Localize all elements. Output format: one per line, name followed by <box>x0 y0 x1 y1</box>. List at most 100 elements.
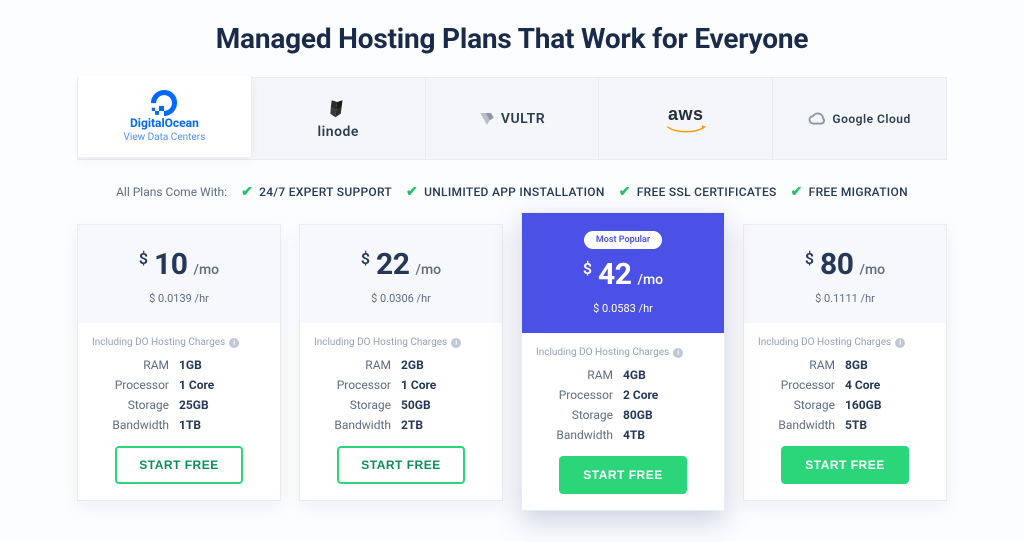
spec-list: RAM8GB Processor4 Core Storage160GB Band… <box>758 358 932 432</box>
start-free-button[interactable]: START FREE <box>115 446 242 484</box>
feature-text: 24/7 EXPERT SUPPORT <box>259 185 392 199</box>
aws-smile-icon <box>666 125 706 135</box>
googlecloud-icon: Google Cloud <box>808 108 910 130</box>
spec-key: Storage <box>536 408 623 422</box>
start-free-button[interactable]: START FREE <box>337 446 464 484</box>
tab-label: VULTR <box>501 111 545 127</box>
price-per: /mo <box>637 272 663 288</box>
tab-googlecloud[interactable]: Google Cloud <box>773 78 946 159</box>
info-icon[interactable]: i <box>673 348 683 358</box>
spec-val: 1 Core <box>179 378 266 392</box>
feature-item: ✔ FREE MIGRATION <box>791 184 908 200</box>
currency: $ <box>583 259 592 278</box>
plan-head: $ 80 /mo $ 0.1111 /hr <box>744 225 946 323</box>
tab-vultr[interactable]: VULTR <box>426 78 600 159</box>
spec-key: Processor <box>314 378 401 392</box>
check-icon: ✔ <box>791 184 803 200</box>
spec-val: 2 Core <box>623 388 710 402</box>
feature-text: UNLIMITED APP INSTALLATION <box>424 185 605 199</box>
features-row: All Plans Come With: ✔ 24/7 EXPERT SUPPOR… <box>77 184 947 200</box>
tab-label: aws <box>668 104 704 125</box>
spec-key: Bandwidth <box>536 428 623 442</box>
tab-label: Google Cloud <box>832 112 910 126</box>
info-icon[interactable]: i <box>895 338 905 348</box>
info-icon[interactable]: i <box>229 338 239 348</box>
spec-val: 4 Core <box>845 378 932 392</box>
spec-list: RAM4GB Processor2 Core Storage80GB Bandw… <box>536 368 710 442</box>
spec-val: 1GB <box>179 358 266 372</box>
provider-tabs: DigitalOcean View Data Centers linode VU… <box>77 77 947 160</box>
price-amount: 42 <box>598 257 631 292</box>
spec-key: Processor <box>536 388 623 402</box>
price-per: /mo <box>859 262 885 278</box>
linode-icon <box>329 100 347 122</box>
price-per: /mo <box>193 262 219 278</box>
features-lead: All Plans Come With: <box>116 185 227 199</box>
spec-key: Processor <box>92 378 179 392</box>
spec-key: RAM <box>314 358 401 372</box>
spec-key: RAM <box>92 358 179 372</box>
tab-label: linode <box>317 124 358 140</box>
spec-key: Bandwidth <box>92 418 179 432</box>
start-free-button[interactable]: START FREE <box>559 456 686 494</box>
feature-item: ✔ UNLIMITED APP INSTALLATION <box>406 184 605 200</box>
spec-list: RAM2GB Processor1 Core Storage50GB Bandw… <box>314 358 488 432</box>
feature-text: FREE SSL CERTIFICATES <box>637 185 777 199</box>
spec-val: 4GB <box>623 368 710 382</box>
including-note: Including DO Hosting Chargesi <box>758 337 932 348</box>
check-icon: ✔ <box>241 184 253 200</box>
currency: $ <box>805 249 814 268</box>
spec-key: Storage <box>92 398 179 412</box>
most-popular-badge: Most Popular <box>584 231 662 249</box>
plan-head: $ 22 /mo $ 0.0306 /hr <box>300 225 502 323</box>
plan-head: Most Popular $ 42 /mo $ 0.0583 /hr <box>522 213 724 333</box>
spec-key: RAM <box>758 358 845 372</box>
including-note: Including DO Hosting Chargesi <box>536 347 710 358</box>
check-icon: ✔ <box>406 184 418 200</box>
price-amount: 80 <box>820 247 853 282</box>
price-hourly: $ 0.0139 /hr <box>88 292 270 305</box>
start-free-button[interactable]: START FREE <box>781 446 908 484</box>
feature-text: FREE MIGRATION <box>809 185 908 199</box>
feature-item: ✔ 24/7 EXPERT SUPPORT <box>241 184 392 200</box>
tab-label: DigitalOcean <box>130 116 199 130</box>
price-hourly: $ 0.1111 /hr <box>754 292 936 305</box>
view-datacenters-link[interactable]: View Data Centers <box>124 132 206 143</box>
price-hourly: $ 0.0306 /hr <box>310 292 492 305</box>
spec-list: RAM1GB Processor1 Core Storage25GB Bandw… <box>92 358 266 432</box>
spec-val: 2GB <box>401 358 488 372</box>
spec-val: 25GB <box>179 398 266 412</box>
feature-item: ✔ FREE SSL CERTIFICATES <box>619 184 777 200</box>
spec-key: Bandwidth <box>758 418 845 432</box>
digitalocean-icon <box>151 92 177 114</box>
spec-val: 4TB <box>623 428 710 442</box>
plan-card: $ 80 /mo $ 0.1111 /hr Including DO Hosti… <box>743 224 947 501</box>
page-title: Managed Hosting Plans That Work for Ever… <box>77 22 947 55</box>
price-hourly: $ 0.0583 /hr <box>532 302 714 315</box>
spec-val: 160GB <box>845 398 932 412</box>
spec-key: Storage <box>314 398 401 412</box>
vultr-icon: VULTR <box>479 108 545 130</box>
price-amount: 22 <box>376 247 409 282</box>
price-per: /mo <box>415 262 441 278</box>
plan-card-featured: Most Popular $ 42 /mo $ 0.0583 /hr Inclu… <box>521 212 725 511</box>
tab-linode[interactable]: linode <box>252 78 426 159</box>
check-icon: ✔ <box>619 184 631 200</box>
spec-val: 80GB <box>623 408 710 422</box>
info-icon[interactable]: i <box>451 338 461 348</box>
tab-digitalocean[interactable]: DigitalOcean View Data Centers <box>78 76 252 157</box>
tab-aws[interactable]: aws <box>599 78 773 159</box>
spec-key: RAM <box>536 368 623 382</box>
currency: $ <box>139 249 148 268</box>
plan-head: $ 10 /mo $ 0.0139 /hr <box>78 225 280 323</box>
including-note: Including DO Hosting Chargesi <box>92 337 266 348</box>
spec-key: Storage <box>758 398 845 412</box>
spec-val: 1 Core <box>401 378 488 392</box>
pricing-cards: $ 10 /mo $ 0.0139 /hr Including DO Hosti… <box>77 224 947 523</box>
spec-val: 5TB <box>845 418 932 432</box>
currency: $ <box>361 249 370 268</box>
spec-val: 2TB <box>401 418 488 432</box>
spec-key: Bandwidth <box>314 418 401 432</box>
plan-card: $ 22 /mo $ 0.0306 /hr Including DO Hosti… <box>299 224 503 501</box>
spec-val: 50GB <box>401 398 488 412</box>
